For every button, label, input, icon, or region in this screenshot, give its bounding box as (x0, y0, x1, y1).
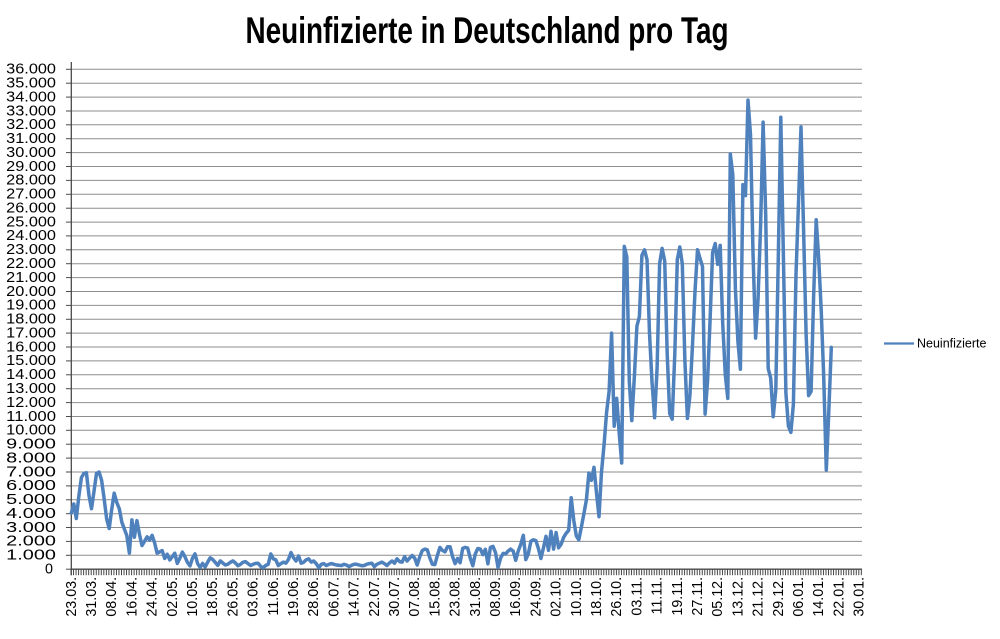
svg-text:30.07.: 30.07. (387, 577, 403, 617)
svg-text:23.000: 23.000 (6, 242, 56, 258)
svg-text:16.04.: 16.04. (124, 577, 140, 617)
svg-text:27.11.: 27.11. (690, 577, 706, 616)
svg-text:10.000: 10.000 (6, 423, 56, 439)
svg-text:1.000: 1.000 (6, 548, 56, 564)
svg-text:18.000: 18.000 (6, 312, 56, 328)
svg-text:26.10.: 26.10. (609, 577, 625, 617)
svg-text:11.000: 11.000 (6, 409, 56, 425)
svg-text:28.06.: 28.06. (306, 577, 322, 617)
svg-text:02.05.: 02.05. (165, 577, 181, 617)
svg-text:19.11.: 19.11. (670, 577, 686, 616)
svg-text:9.000: 9.000 (6, 437, 56, 453)
svg-text:27.000: 27.000 (6, 187, 56, 203)
svg-text:15.000: 15.000 (6, 353, 56, 369)
svg-text:7.000: 7.000 (6, 464, 56, 480)
svg-text:10.05.: 10.05. (185, 577, 201, 617)
svg-text:15.08.: 15.08. (427, 577, 443, 617)
svg-text:07.08.: 07.08. (407, 577, 423, 617)
svg-text:8.000: 8.000 (6, 450, 56, 466)
svg-text:06.07.: 06.07. (326, 577, 342, 617)
svg-text:36.000: 36.000 (6, 62, 56, 78)
svg-text:13.000: 13.000 (6, 381, 56, 397)
svg-text:08.04.: 08.04. (104, 577, 120, 617)
svg-text:33.000: 33.000 (6, 103, 56, 119)
svg-text:3.000: 3.000 (6, 520, 56, 536)
svg-text:31.08.: 31.08. (468, 577, 484, 617)
svg-text:21.000: 21.000 (6, 270, 56, 286)
svg-text:4.000: 4.000 (6, 506, 56, 522)
svg-text:29.12.: 29.12. (771, 577, 787, 617)
svg-text:11.11.: 11.11. (650, 577, 666, 615)
svg-text:26.05.: 26.05. (225, 577, 241, 617)
svg-text:13.12.: 13.12. (730, 577, 746, 617)
svg-text:14.000: 14.000 (6, 367, 56, 383)
svg-text:35.000: 35.000 (6, 76, 56, 92)
svg-text:22.01.: 22.01. (831, 577, 847, 617)
svg-text:0: 0 (45, 562, 53, 578)
svg-text:24.000: 24.000 (6, 228, 56, 244)
svg-text:23.03.: 23.03. (64, 577, 80, 617)
svg-text:31.03.: 31.03. (84, 577, 100, 617)
svg-text:29.000: 29.000 (6, 159, 56, 175)
svg-text:06.01.: 06.01. (791, 577, 807, 617)
svg-text:32.000: 32.000 (6, 117, 56, 133)
svg-text:14.07.: 14.07. (347, 577, 363, 617)
svg-text:31.000: 31.000 (6, 131, 56, 147)
svg-text:19.06.: 19.06. (286, 577, 302, 617)
svg-text:18.05.: 18.05. (205, 577, 221, 617)
svg-text:Neuinfizierte: Neuinfizierte (917, 337, 987, 351)
svg-text:6.000: 6.000 (6, 478, 56, 494)
svg-text:10.10.: 10.10. (569, 577, 585, 617)
svg-text:19.000: 19.000 (6, 298, 56, 314)
svg-text:08.09.: 08.09. (488, 577, 504, 617)
svg-text:02.10.: 02.10. (549, 577, 565, 617)
svg-text:20.000: 20.000 (6, 284, 56, 300)
svg-text:14.01.: 14.01. (811, 577, 827, 617)
svg-text:25.000: 25.000 (6, 214, 56, 230)
svg-text:26.000: 26.000 (6, 201, 56, 217)
svg-text:03.06.: 03.06. (246, 577, 262, 617)
svg-text:Neuinfizierte in Deutschland p: Neuinfizierte in Deutschland pro Tag (246, 10, 729, 51)
svg-text:30.000: 30.000 (6, 145, 56, 161)
svg-text:05.12.: 05.12. (710, 577, 726, 617)
svg-text:22.000: 22.000 (6, 256, 56, 272)
svg-text:12.000: 12.000 (6, 395, 56, 411)
svg-text:2.000: 2.000 (6, 534, 56, 550)
svg-text:18.10.: 18.10. (589, 577, 605, 617)
svg-text:21.12.: 21.12. (751, 577, 767, 617)
svg-text:24.09.: 24.09. (528, 577, 544, 617)
svg-text:34.000: 34.000 (6, 89, 56, 105)
svg-text:17.000: 17.000 (6, 325, 56, 341)
svg-text:11.06.: 11.06. (266, 577, 282, 616)
svg-text:30.01.: 30.01. (852, 577, 868, 617)
svg-text:03.11.: 03.11. (629, 577, 645, 616)
svg-text:24.04.: 24.04. (145, 577, 161, 617)
svg-text:16.09.: 16.09. (508, 577, 524, 617)
svg-text:16.000: 16.000 (6, 339, 56, 355)
svg-text:22.07.: 22.07. (367, 577, 383, 617)
svg-text:28.000: 28.000 (6, 173, 56, 189)
svg-text:5.000: 5.000 (6, 492, 56, 508)
svg-text:23.08.: 23.08. (448, 577, 464, 617)
